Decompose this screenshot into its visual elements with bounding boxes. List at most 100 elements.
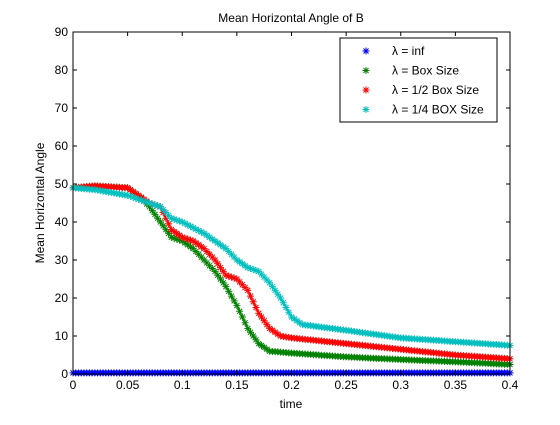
series-marker	[255, 309, 263, 317]
series-marker	[162, 209, 170, 216]
series-marker	[197, 228, 205, 236]
series-marker	[227, 273, 235, 281]
series-marker	[225, 287, 233, 295]
series-marker	[238, 281, 246, 289]
series-marker	[293, 317, 301, 325]
y-tick-label: 60	[55, 139, 69, 153]
series-marker	[260, 343, 268, 351]
axes-layer: 0 0.05 0.1 0.15 0.2 0.25 0.3 0.35 0.4 0 10 20 30 40 50…	[55, 25, 519, 392]
series-marker	[214, 260, 222, 268]
series-marker	[216, 241, 224, 249]
series-marker	[135, 191, 143, 199]
series-marker	[236, 307, 244, 315]
series-marker	[167, 214, 175, 222]
series-marker	[227, 292, 235, 300]
series-marker	[268, 326, 276, 334]
series-marker	[247, 328, 255, 336]
y-tick-label: 40	[55, 215, 69, 229]
series-marker	[263, 321, 271, 329]
series-marker	[167, 226, 175, 234]
series-marker	[162, 226, 170, 234]
series-marker	[148, 200, 156, 208]
series-marker	[244, 264, 252, 272]
legend-item: λ = 1/4 BOX Size	[362, 103, 484, 117]
series-marker	[208, 265, 216, 273]
legend-label: λ = Box Size	[392, 64, 459, 78]
series-marker	[200, 229, 208, 237]
series-marker	[170, 228, 178, 235]
series-marker	[222, 271, 230, 279]
series-marker	[192, 247, 200, 255]
series-marker	[233, 275, 241, 283]
series-marker	[165, 211, 173, 219]
series-marker	[216, 275, 224, 283]
series-marker	[227, 250, 235, 258]
series-marker	[211, 267, 219, 275]
series-marker	[255, 267, 263, 275]
series-marker	[143, 198, 151, 206]
legend-marker	[362, 86, 370, 94]
series-marker	[288, 313, 295, 321]
series-marker	[247, 292, 255, 300]
series-marker	[247, 265, 255, 273]
series-marker	[140, 197, 148, 205]
series-marker	[181, 234, 189, 242]
series-marker	[154, 202, 162, 210]
series-marker	[230, 253, 238, 261]
series-marker	[206, 233, 214, 241]
legend-label: λ = inf	[392, 44, 425, 58]
series-marker	[170, 234, 178, 242]
legend: λ = inf λ = Box Size λ = 1/2 Box Size λ = 1…	[339, 37, 498, 123]
series-marker	[230, 297, 238, 305]
legend-label: λ = 1/4 BOX Size	[392, 103, 484, 117]
series-marker	[260, 317, 268, 325]
series-marker	[263, 276, 271, 284]
series-marker	[186, 236, 194, 244]
series-marker	[249, 332, 257, 340]
series-marker	[230, 274, 238, 282]
series-marker	[192, 225, 200, 233]
series-marker	[257, 313, 265, 321]
series-4	[69, 184, 514, 349]
series-marker	[225, 272, 233, 280]
series-marker	[197, 253, 205, 261]
series-marker	[167, 233, 175, 241]
series-marker	[252, 304, 260, 311]
series-marker	[233, 302, 241, 310]
x-tick-label: 0.2	[283, 378, 300, 392]
series-marker	[236, 258, 244, 266]
series-marker	[296, 319, 304, 327]
series-marker	[241, 284, 249, 292]
x-tick-label: 0.25	[334, 378, 358, 392]
x-tick-label: 0	[70, 378, 77, 392]
series-marker	[154, 214, 162, 222]
y-tick-label: 50	[55, 177, 69, 191]
series-marker	[173, 216, 181, 224]
series-marker	[257, 270, 265, 278]
series-marker	[181, 219, 189, 227]
series-marker	[148, 207, 156, 215]
y-tick-label: 80	[55, 63, 69, 77]
series-marker	[225, 247, 233, 255]
y-axis-label: Mean Horizontal Angle	[33, 142, 47, 263]
series-marker	[184, 221, 192, 229]
series-marker	[151, 201, 159, 209]
series-marker	[176, 231, 184, 239]
series-marker	[184, 241, 192, 249]
series-marker	[216, 264, 224, 272]
series-marker	[186, 243, 194, 251]
series-marker	[165, 229, 173, 237]
series-marker	[244, 324, 252, 332]
y-tick-label: 90	[55, 25, 69, 39]
series-marker	[274, 330, 282, 338]
series-marker	[178, 233, 186, 241]
series-marker	[208, 235, 216, 243]
series-marker	[137, 196, 145, 204]
series-marker	[268, 283, 276, 291]
series-marker	[173, 229, 181, 237]
y-tick-label: 0	[61, 367, 68, 381]
series-marker	[211, 237, 219, 245]
series-marker	[214, 239, 222, 247]
series-marker	[195, 250, 203, 258]
x-tick-label: 0.4	[502, 378, 519, 392]
